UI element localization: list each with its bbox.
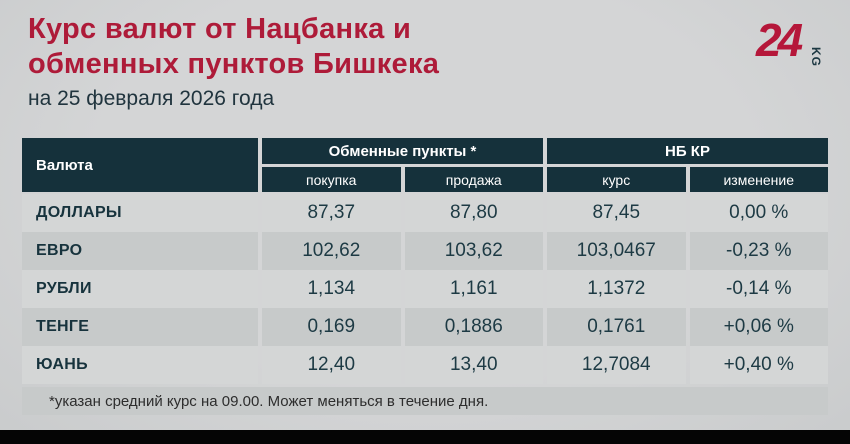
- change-value: +0,06 %: [689, 308, 828, 346]
- page-title: Курс валют от Нацбанка и обменных пунктов…: [28, 12, 439, 82]
- column-header-currency: Валюта: [22, 138, 258, 192]
- table-row-euro: ЕВРО 102,62 103,62 103,0467 -0,23 %: [22, 232, 828, 270]
- column-group-exchange-offices: Обменные пункты *: [262, 138, 543, 164]
- buy-value: 12,40: [262, 346, 401, 384]
- currency-label: РУБЛИ: [22, 270, 258, 308]
- buy-value: 1,134: [262, 270, 401, 308]
- table-row-yuan: ЮАНЬ 12,40 13,40 12,7084 +0,40 %: [22, 346, 828, 384]
- 24kg-logo: 24 KG: [756, 12, 828, 72]
- sell-value: 103,62: [404, 232, 543, 270]
- currency-label: ЮАНЬ: [22, 346, 258, 384]
- table-row-tenge: ТЕНГЕ 0,169 0,1886 0,1761 +0,06 %: [22, 308, 828, 346]
- currency-label: ЕВРО: [22, 232, 258, 270]
- rate-value: 12,7084: [547, 346, 686, 384]
- sell-value: 87,80: [404, 194, 543, 232]
- change-value: 0,00 %: [689, 194, 828, 232]
- sell-value: 1,161: [404, 270, 543, 308]
- sell-value: 13,40: [404, 346, 543, 384]
- footnote: *указан средний курс на 09.00. Может мен…: [22, 387, 828, 415]
- sell-value: 0,1886: [404, 308, 543, 346]
- column-header-sell: продажа: [404, 167, 543, 192]
- logo-24-text: 24: [756, 14, 803, 66]
- rate-value: 103,0467: [547, 232, 686, 270]
- date-label: на 25 февраля 2026 года: [28, 87, 275, 110]
- currency-label: ТЕНГЕ: [22, 308, 258, 346]
- rate-value: 1,1372: [547, 270, 686, 308]
- currency-rates-table: Валюта Обменные пункты * НБ КР покупка п…: [22, 138, 828, 415]
- buy-value: 0,169: [262, 308, 401, 346]
- column-group-national-bank: НБ КР: [547, 138, 828, 164]
- buy-value: 102,62: [262, 232, 401, 270]
- table-header: Валюта Обменные пункты * НБ КР покупка п…: [22, 138, 828, 192]
- change-value: -0,23 %: [689, 232, 828, 270]
- page-title-line2: обменных пунктов Бишкека: [28, 48, 440, 80]
- currency-label: ДОЛЛАРЫ: [22, 194, 258, 232]
- column-header-rate: курс: [547, 167, 686, 192]
- table-row-rubles: РУБЛИ 1,134 1,161 1,1372 -0,14 %: [22, 270, 828, 308]
- logo-kg-text: KG: [809, 47, 823, 67]
- column-header-buy: покупка: [262, 167, 401, 192]
- change-value: +0,40 %: [689, 346, 828, 384]
- table-row-dollars: ДОЛЛАРЫ 87,37 87,80 87,45 0,00 %: [22, 194, 828, 232]
- table-body: ДОЛЛАРЫ 87,37 87,80 87,45 0,00 % ЕВРО 10…: [22, 194, 828, 384]
- page-title-line1: Курс валют от Нацбанка и: [28, 13, 412, 45]
- change-value: -0,14 %: [689, 270, 828, 308]
- rate-value: 87,45: [547, 194, 686, 232]
- rate-value: 0,1761: [547, 308, 686, 346]
- buy-value: 87,37: [262, 194, 401, 232]
- bottom-black-bar: [0, 430, 850, 444]
- column-header-change: изменение: [689, 167, 828, 192]
